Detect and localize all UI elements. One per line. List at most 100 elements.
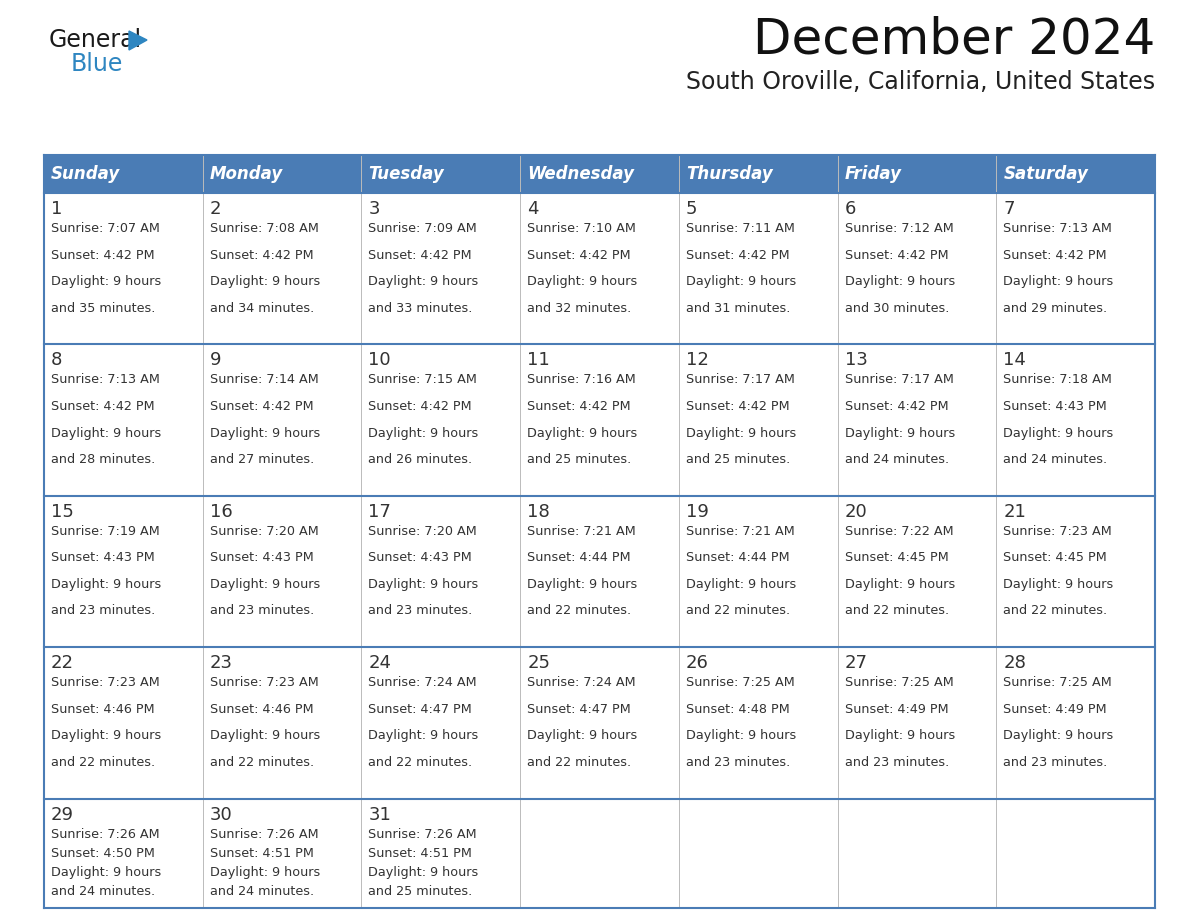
Text: Daylight: 9 hours: Daylight: 9 hours — [685, 578, 796, 591]
Bar — [838, 496, 997, 647]
Text: Sunset: 4:42 PM: Sunset: 4:42 PM — [845, 400, 948, 413]
Text: Daylight: 9 hours: Daylight: 9 hours — [845, 275, 955, 288]
Text: and 25 minutes.: and 25 minutes. — [368, 885, 473, 898]
Bar — [997, 193, 1155, 344]
Text: 8: 8 — [51, 352, 63, 369]
Text: and 27 minutes.: and 27 minutes. — [210, 453, 314, 466]
Text: Sunrise: 7:26 AM: Sunrise: 7:26 AM — [210, 828, 318, 841]
Text: and 22 minutes.: and 22 minutes. — [685, 604, 790, 618]
Text: Sunrise: 7:21 AM: Sunrise: 7:21 AM — [527, 525, 636, 538]
Text: Daylight: 9 hours: Daylight: 9 hours — [527, 427, 638, 440]
Text: 26: 26 — [685, 655, 709, 673]
Text: Sunset: 4:43 PM: Sunset: 4:43 PM — [1004, 400, 1107, 413]
Text: Saturday: Saturday — [1004, 165, 1088, 183]
Bar — [44, 647, 203, 799]
Bar — [678, 344, 838, 496]
Text: Daylight: 9 hours: Daylight: 9 hours — [51, 578, 162, 591]
Text: 31: 31 — [368, 806, 391, 824]
Bar — [520, 799, 678, 908]
Text: Sunrise: 7:19 AM: Sunrise: 7:19 AM — [51, 525, 159, 538]
Bar — [997, 344, 1155, 496]
Text: and 30 minutes.: and 30 minutes. — [845, 301, 949, 315]
Bar — [203, 496, 361, 647]
Text: Sunrise: 7:07 AM: Sunrise: 7:07 AM — [51, 222, 160, 235]
Text: and 32 minutes.: and 32 minutes. — [527, 301, 631, 315]
Text: Thursday: Thursday — [685, 165, 772, 183]
Bar — [203, 799, 361, 908]
Text: Daylight: 9 hours: Daylight: 9 hours — [368, 427, 479, 440]
Text: Sunrise: 7:15 AM: Sunrise: 7:15 AM — [368, 374, 478, 386]
Text: Sunset: 4:44 PM: Sunset: 4:44 PM — [685, 552, 790, 565]
Text: 9: 9 — [210, 352, 221, 369]
Bar — [997, 647, 1155, 799]
Bar — [44, 155, 1155, 193]
Text: Sunset: 4:45 PM: Sunset: 4:45 PM — [845, 552, 948, 565]
Text: Daylight: 9 hours: Daylight: 9 hours — [51, 275, 162, 288]
Text: Daylight: 9 hours: Daylight: 9 hours — [845, 730, 955, 743]
Text: Sunset: 4:42 PM: Sunset: 4:42 PM — [368, 249, 472, 262]
Bar — [361, 344, 520, 496]
Text: Sunset: 4:44 PM: Sunset: 4:44 PM — [527, 552, 631, 565]
Text: Sunset: 4:42 PM: Sunset: 4:42 PM — [368, 400, 472, 413]
Text: Sunrise: 7:23 AM: Sunrise: 7:23 AM — [210, 677, 318, 689]
Text: and 24 minutes.: and 24 minutes. — [51, 885, 156, 898]
Text: 11: 11 — [527, 352, 550, 369]
Text: Daylight: 9 hours: Daylight: 9 hours — [1004, 427, 1113, 440]
Text: 22: 22 — [51, 655, 74, 673]
Text: Sunset: 4:46 PM: Sunset: 4:46 PM — [210, 703, 314, 716]
Bar — [361, 193, 520, 344]
Text: Daylight: 9 hours: Daylight: 9 hours — [51, 730, 162, 743]
Text: 17: 17 — [368, 503, 391, 521]
Bar — [203, 193, 361, 344]
Bar — [838, 647, 997, 799]
Text: Daylight: 9 hours: Daylight: 9 hours — [368, 578, 479, 591]
Text: Sunrise: 7:20 AM: Sunrise: 7:20 AM — [368, 525, 478, 538]
Text: Sunrise: 7:23 AM: Sunrise: 7:23 AM — [51, 677, 159, 689]
Bar — [838, 344, 997, 496]
Text: and 23 minutes.: and 23 minutes. — [368, 604, 473, 618]
Text: Sunrise: 7:26 AM: Sunrise: 7:26 AM — [51, 828, 159, 841]
Text: Sunrise: 7:12 AM: Sunrise: 7:12 AM — [845, 222, 953, 235]
Text: Monday: Monday — [210, 165, 283, 183]
Bar — [520, 647, 678, 799]
Text: and 23 minutes.: and 23 minutes. — [210, 604, 314, 618]
Text: and 28 minutes.: and 28 minutes. — [51, 453, 156, 466]
Text: and 22 minutes.: and 22 minutes. — [527, 756, 631, 769]
Text: Sunset: 4:49 PM: Sunset: 4:49 PM — [845, 703, 948, 716]
Text: 27: 27 — [845, 655, 867, 673]
Text: South Oroville, California, United States: South Oroville, California, United State… — [685, 70, 1155, 94]
Bar — [44, 496, 203, 647]
Text: Sunset: 4:45 PM: Sunset: 4:45 PM — [1004, 552, 1107, 565]
Text: and 34 minutes.: and 34 minutes. — [210, 301, 314, 315]
Text: 14: 14 — [1004, 352, 1026, 369]
Bar — [203, 647, 361, 799]
Text: Sunrise: 7:25 AM: Sunrise: 7:25 AM — [845, 677, 953, 689]
Text: 1: 1 — [51, 200, 63, 218]
Text: Sunset: 4:50 PM: Sunset: 4:50 PM — [51, 847, 154, 860]
Text: Sunrise: 7:25 AM: Sunrise: 7:25 AM — [685, 677, 795, 689]
Text: 15: 15 — [51, 503, 74, 521]
Text: Daylight: 9 hours: Daylight: 9 hours — [368, 730, 479, 743]
Text: Sunset: 4:43 PM: Sunset: 4:43 PM — [210, 552, 314, 565]
Text: Sunrise: 7:24 AM: Sunrise: 7:24 AM — [527, 677, 636, 689]
Text: Sunset: 4:43 PM: Sunset: 4:43 PM — [368, 552, 472, 565]
Text: 21: 21 — [1004, 503, 1026, 521]
Text: Daylight: 9 hours: Daylight: 9 hours — [210, 730, 320, 743]
Text: 29: 29 — [51, 806, 74, 824]
Text: Daylight: 9 hours: Daylight: 9 hours — [368, 866, 479, 879]
Bar — [361, 647, 520, 799]
Bar — [44, 193, 203, 344]
Text: 13: 13 — [845, 352, 867, 369]
Text: and 22 minutes.: and 22 minutes. — [51, 756, 156, 769]
Text: 4: 4 — [527, 200, 538, 218]
Text: Sunrise: 7:10 AM: Sunrise: 7:10 AM — [527, 222, 636, 235]
Text: 30: 30 — [210, 806, 233, 824]
Text: 16: 16 — [210, 503, 233, 521]
Text: 20: 20 — [845, 503, 867, 521]
Bar — [44, 799, 203, 908]
Text: 18: 18 — [527, 503, 550, 521]
Text: Sunset: 4:42 PM: Sunset: 4:42 PM — [210, 249, 314, 262]
Text: 10: 10 — [368, 352, 391, 369]
Text: Daylight: 9 hours: Daylight: 9 hours — [1004, 578, 1113, 591]
Text: Sunrise: 7:17 AM: Sunrise: 7:17 AM — [685, 374, 795, 386]
